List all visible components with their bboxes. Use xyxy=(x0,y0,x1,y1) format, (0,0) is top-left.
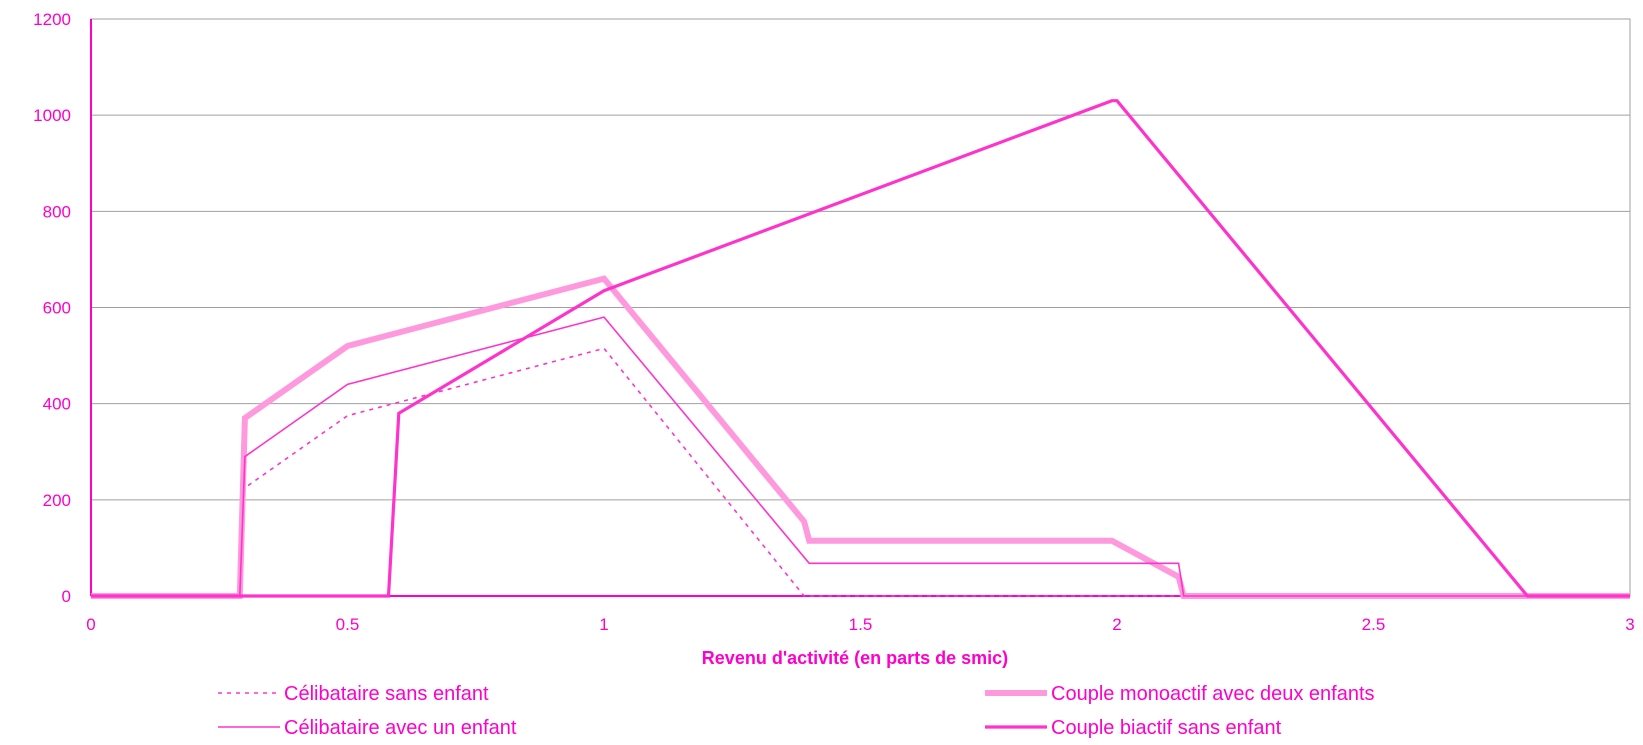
x-tick-label: 1.5 xyxy=(849,615,873,634)
grid-lines xyxy=(91,18,1630,501)
x-tick-label: 3 xyxy=(1625,615,1634,634)
legend-label-1: Célibataire sans enfant xyxy=(284,683,489,705)
y-tick-labels: 0 200 400 600 800 1000 1200 xyxy=(33,10,71,606)
series-line-1 xyxy=(91,347,1630,597)
series-line-3 xyxy=(91,316,1630,597)
x-tick-labels: 0 0.5 1 1.5 2 2.5 3 xyxy=(86,615,1634,634)
y-tick-label: 600 xyxy=(43,299,71,318)
x-tick-label: 0 xyxy=(86,615,95,634)
legend-label-2: Couple monoactif avec deux enfants xyxy=(1051,683,1375,705)
x-tick-label: 0.5 xyxy=(336,615,360,634)
y-tick-label: 0 xyxy=(62,587,71,606)
y-tick-label: 1000 xyxy=(33,106,71,125)
x-tick-label: 1 xyxy=(599,615,608,634)
legend-label-3: Célibataire avec un enfant xyxy=(284,717,517,739)
series-lines xyxy=(91,99,1630,599)
legend: Célibataire sans enfant Couple monoactif … xyxy=(218,683,1375,739)
legend-label-4: Couple biactif sans enfant xyxy=(1051,717,1282,739)
x-tick-label: 2 xyxy=(1112,615,1121,634)
series-line-2 xyxy=(91,275,1630,599)
y-tick-label: 800 xyxy=(43,202,71,221)
series-line-4 xyxy=(91,99,1630,598)
y-tick-label: 1200 xyxy=(33,10,71,29)
x-axis-label: Revenu d'activité (en parts de smic) xyxy=(702,648,1008,668)
y-tick-label: 200 xyxy=(43,491,71,510)
y-tick-label: 400 xyxy=(43,395,71,414)
x-tick-label: 2.5 xyxy=(1362,615,1386,634)
